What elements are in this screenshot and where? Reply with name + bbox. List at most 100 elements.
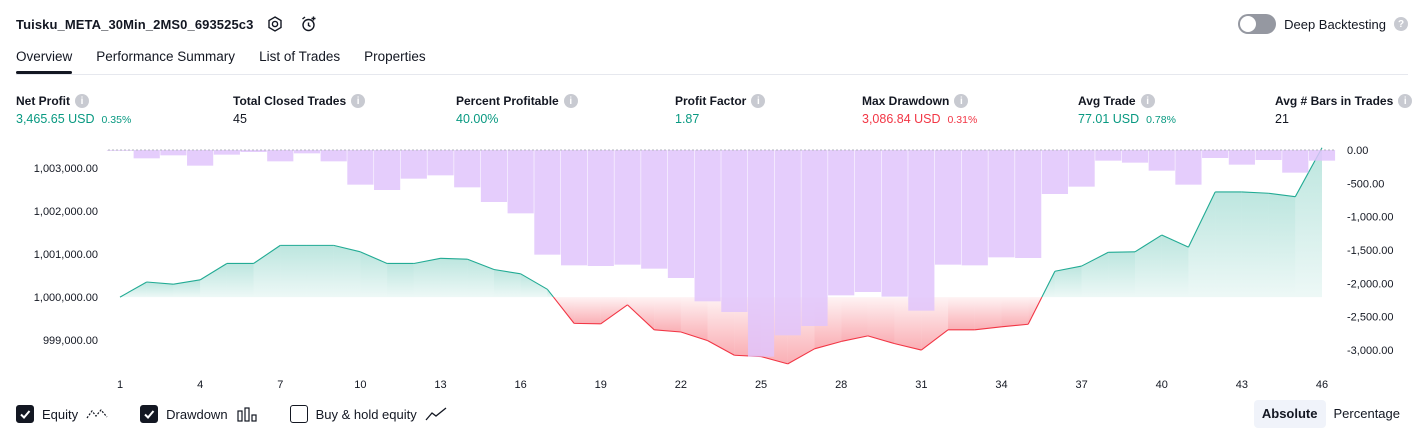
equity-positive-area [226,263,254,298]
x-axis-tick: 13 [434,379,446,391]
equity-negative-line [680,331,708,342]
x-axis-tick: 31 [915,379,927,391]
drawdown-bar [374,150,401,190]
tab-overview[interactable]: Overview [16,44,73,74]
drawdown-bar [187,150,214,166]
drawdown-bar [988,150,1015,258]
right-axis-tick: -500.00 [1347,178,1384,190]
x-axis-tick: 46 [1316,379,1328,391]
info-icon[interactable]: i [954,94,969,108]
equity-label: Equity [42,406,79,422]
equity-positive-area [1108,251,1136,298]
drawdown-bars-icon [236,406,258,422]
drawdown-bar [1068,150,1095,187]
help-icon[interactable]: ? [1394,17,1408,31]
equity-positive-line [333,244,361,253]
equity-drawdown-chart[interactable]: 1,003,000.00 1,002,000.00 1,001,000.00 1,00… [0,136,1424,394]
settings-icon[interactable] [263,12,287,36]
legend-equity[interactable]: Equity [16,405,108,423]
equity-positive-line [1268,192,1296,198]
buy-hold-checkbox[interactable] [289,405,308,423]
drawdown-bar [774,150,801,336]
equity-negative-area [974,297,1002,330]
percentage-button[interactable]: Percentage [1333,406,1401,421]
equity-positive-area [146,282,174,298]
equity-negative-line [760,356,788,365]
equity-negative-line [974,326,1002,331]
x-axis-tick: 37 [1075,379,1087,391]
equity-negative-area [841,297,868,342]
drawdown-bar [1095,150,1122,161]
equity-positive-line [119,281,147,298]
info-icon[interactable]: i [1398,94,1413,108]
equity-negative-area [948,297,975,330]
buy-hold-line-icon [425,406,447,422]
info-icon[interactable]: i [751,94,766,108]
tab-list-of-trades[interactable]: List of Trades [259,49,341,64]
drawdown-bar [801,150,828,326]
info-icon[interactable]: i [351,94,366,108]
equity-positive-area [120,282,147,298]
tab-performance-summary[interactable]: Performance Summary [96,49,236,64]
x-axis-tick: 19 [595,379,607,391]
stat-avg-bars-in-trades: Avg # Bars in Trades i 21 [1275,92,1413,126]
equity-negative-line [841,335,869,343]
x-axis-tick: 34 [995,379,1007,391]
drawdown-checkbox[interactable] [140,405,159,423]
equity-positive-line [440,257,468,260]
equity-negative-line [600,304,628,325]
stat-label: Percent Profitable [456,94,559,108]
equity-positive-area [1161,235,1189,298]
stat-percent: 0.78% [1146,114,1176,126]
drawdown-bar [881,150,908,297]
equity-checkbox[interactable] [16,405,34,423]
stat-value: 45 [233,112,247,126]
equity-positive-line [1187,191,1216,248]
drawdown-bar [267,150,294,162]
drawdown-bar [641,150,668,269]
equity-positive-area [253,245,281,298]
left-axis-tick: 999,000.00 [43,335,98,347]
x-axis-tick: 16 [515,379,527,391]
stat-label: Net Profit [16,94,70,108]
tab-bar: Overview Performance Summary List of Tra… [16,44,426,76]
drawdown-bar [854,150,881,292]
absolute-button[interactable]: Absolute [1253,400,1326,428]
stat-label: Profit Factor [675,94,747,108]
drawdown-bar [614,150,641,265]
tab-properties[interactable]: Properties [364,49,426,64]
equity-positive-line [146,281,174,285]
equity-negative-area [600,297,628,324]
equity-negative-area [867,297,895,344]
drawdown-bar [667,150,695,278]
info-icon[interactable]: i [563,94,578,108]
info-icon[interactable]: i [75,94,89,108]
stat-label: Avg Trade [1078,94,1136,108]
equity-positive-area [413,258,441,298]
equity-negative-area [654,297,681,332]
drawdown-bar [1282,150,1309,173]
equity-line-icon [86,406,108,422]
drawdown-bar [293,150,321,154]
deep-backtesting-toggle[interactable] [1238,14,1277,34]
equity-positive-line [253,244,281,264]
info-icon[interactable]: i [1140,94,1155,108]
equity-positive-line [1041,270,1056,298]
x-axis-tick: 43 [1236,379,1248,391]
stat-label: Max Drawdown [862,94,950,108]
add-alert-icon[interactable] [297,12,321,36]
legend-buy-hold[interactable]: Buy & hold equity [289,405,447,423]
equity-positive-area [1135,235,1162,298]
view-mode-switch: Absolute Percentage [1253,400,1408,428]
drawdown-label: Drawdown [166,406,228,422]
legend-drawdown[interactable]: Drawdown [140,405,257,423]
equity-positive-area [360,251,388,298]
strategy-title: Tuisku_META_30Min_2MS0_693525c3 [16,16,254,32]
equity-negative-line [787,348,815,365]
drawdown-bar [1015,150,1042,258]
equity-positive-area [440,258,468,298]
right-axis-tick: -1,000.00 [1347,212,1393,224]
drawdown-bar [1148,150,1175,171]
equity-positive-area [1268,193,1296,298]
equity-positive-area [173,279,201,298]
